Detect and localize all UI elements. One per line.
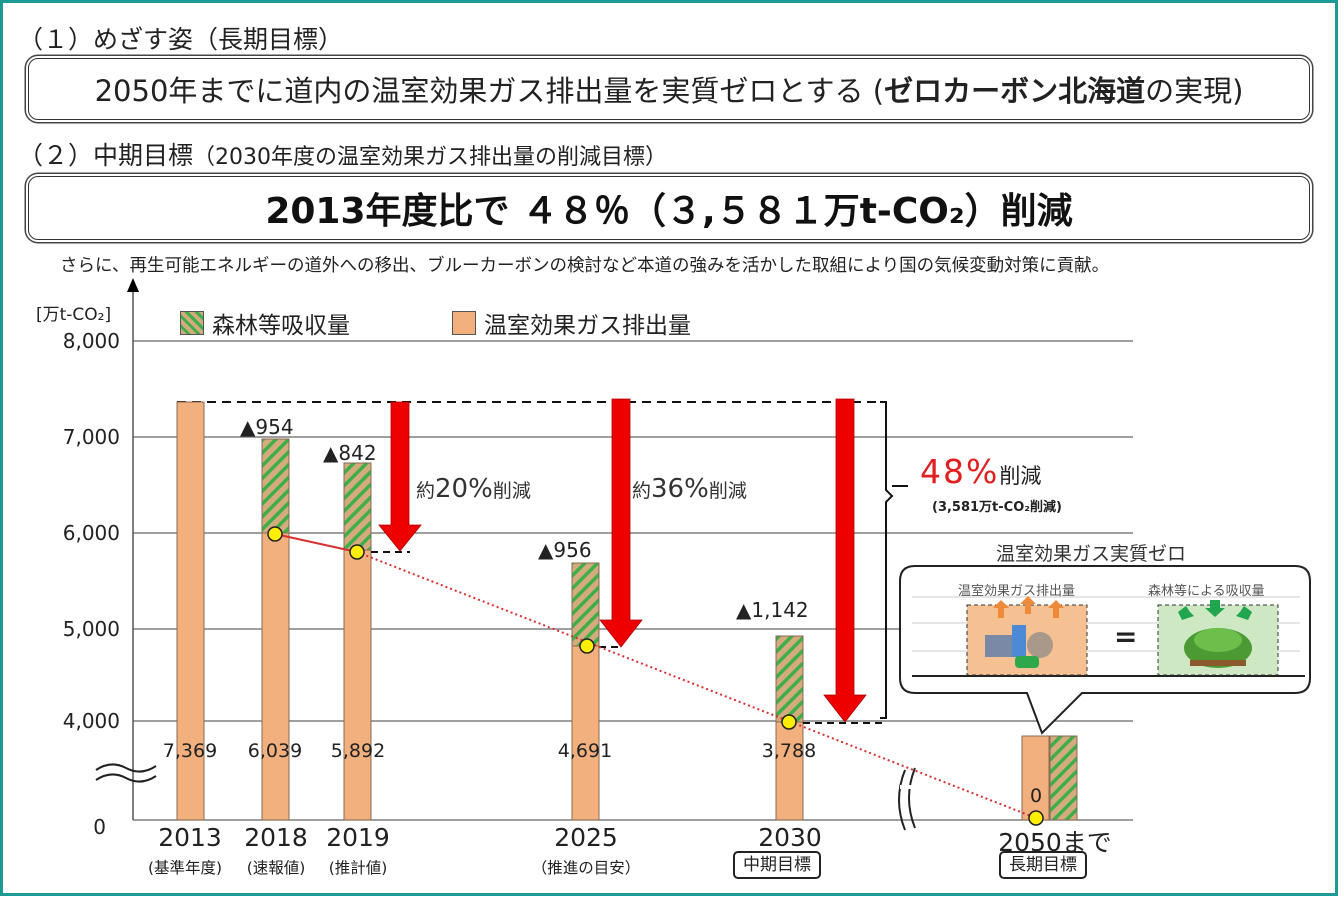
absorb-label-2018: ▲954 bbox=[240, 415, 294, 439]
bar-2013-ghg bbox=[176, 401, 205, 821]
value-2050: 0 bbox=[1029, 785, 1043, 807]
bar-2025-forest bbox=[571, 562, 600, 647]
bar-2019-forest bbox=[343, 462, 372, 551]
section2-heading-main: （２）中期目標 bbox=[18, 141, 194, 170]
y-tick-0: 0 bbox=[93, 815, 106, 839]
section2-heading: （２）中期目標（2030年度の温室効果ガス排出量の削減目標） bbox=[18, 136, 667, 172]
r20-post: 削減 bbox=[492, 480, 531, 502]
x-label-2019: 2019 bbox=[326, 823, 390, 852]
arrow-20pct-icon bbox=[378, 401, 422, 552]
x-label-2018: 2018 bbox=[244, 823, 308, 852]
arrow-48pct-icon bbox=[823, 398, 867, 723]
bar-2018-ghg bbox=[261, 532, 290, 821]
absorb-label-2030: ▲1,142 bbox=[736, 598, 809, 622]
r36-num: 36% bbox=[651, 474, 709, 504]
mid-term-target-box: 2013年度比で ４８％（３,５８１万t-CO₂）削減 bbox=[28, 176, 1310, 240]
inset-right-label: 森林等による吸収量 bbox=[1148, 584, 1265, 599]
x-sub-2050-tag: 長期目標 bbox=[999, 851, 1087, 879]
x-sub-2013: (基準年度) bbox=[147, 859, 223, 877]
bar-2025-ghg bbox=[571, 645, 600, 821]
net-points bbox=[267, 526, 1044, 826]
car-icon bbox=[1015, 656, 1039, 668]
contribution-note: さらに、再生可能エネルギーの道外への移出、ブルーカーボンの検討など本道の強みを活… bbox=[60, 256, 1110, 276]
legend-ghg-swatch bbox=[452, 311, 476, 335]
r36-pre: 約 bbox=[632, 480, 652, 502]
goal-text-bold: ゼロカーボン北海道 bbox=[884, 74, 1146, 108]
reduction-36pct: 約36%削減 bbox=[632, 474, 747, 504]
legend-ghg-label: 温室効果ガス排出量 bbox=[484, 313, 691, 339]
r48-post: 削減 bbox=[999, 464, 1042, 488]
r20-pre: 約 bbox=[416, 480, 436, 502]
x-sub-2019: (推計値) bbox=[328, 859, 388, 877]
bar-2030-ghg bbox=[775, 721, 804, 821]
x-sub-2030-tag: 中期目標 bbox=[733, 851, 821, 879]
value-2018: 6,039 bbox=[247, 740, 303, 762]
long-term-goal-box: 2050年までに道内の温室効果ガス排出量を実質ゼロとする (ゼロカーボン北海道の… bbox=[28, 58, 1310, 120]
y-tick-5000: 5,000 bbox=[62, 617, 120, 641]
reduction-48pct: 48%削減 bbox=[920, 452, 1041, 491]
x-label-2025: 2025 bbox=[554, 823, 618, 852]
x-sub-2018: (速報値) bbox=[246, 859, 306, 877]
y-axis-arrow-icon bbox=[127, 278, 139, 292]
trend-line-dotted bbox=[356, 551, 1037, 819]
legend-ghg: 温室効果ガス排出量 bbox=[452, 306, 691, 340]
value-2019: 5,892 bbox=[330, 740, 386, 762]
goal-text-pre: 2050年までに道内の温室効果ガス排出量を実質ゼロとする ( bbox=[94, 74, 885, 108]
legend-forest-swatch bbox=[180, 311, 204, 335]
arrow-36pct-icon bbox=[599, 398, 643, 648]
r20-num: 20% bbox=[435, 474, 493, 504]
y-tick-8000: 8,000 bbox=[62, 329, 120, 353]
y-tick-6000: 6,000 bbox=[62, 521, 120, 545]
inset-title: 温室効果ガス実質ゼロ bbox=[996, 543, 1187, 565]
value-2013: 7,369 bbox=[162, 740, 218, 762]
y-axis-unit: [万t-CO₂] bbox=[36, 305, 112, 325]
smoke-icon bbox=[1027, 632, 1053, 658]
section1-heading: （１）めざす姿（長期目標） bbox=[18, 25, 344, 54]
bar-2050-forest bbox=[1049, 735, 1078, 821]
axis-break-icon bbox=[95, 763, 916, 831]
absorb-label-2025: ▲956 bbox=[538, 538, 592, 562]
absorb-label-2019: ▲842 bbox=[323, 441, 377, 465]
value-2030: 3,788 bbox=[761, 740, 817, 762]
trend-line-solid bbox=[274, 533, 358, 553]
bar-2050-ghg bbox=[1021, 735, 1050, 821]
value-2025: 4,691 bbox=[557, 740, 613, 762]
reduction-20pct: 約20%削減 bbox=[416, 474, 531, 504]
y-tick-4000: 4,000 bbox=[62, 709, 120, 733]
goal-text-post: の実現) bbox=[1145, 74, 1244, 108]
mid-term-target-text: 2013年度比で ４８％（３,５８１万t-CO₂）削減 bbox=[265, 191, 1073, 232]
bar-2030-forest bbox=[775, 635, 804, 723]
y-tick-7000: 7,000 bbox=[62, 425, 120, 449]
inset-left-label: 温室効果ガス排出量 bbox=[958, 584, 1076, 599]
inset-equals: = bbox=[1114, 620, 1138, 653]
bar-2018-forest bbox=[261, 438, 290, 534]
inset-callout bbox=[899, 565, 1311, 735]
x-label-2030: 2030 bbox=[758, 823, 822, 852]
x-sub-2025: （推進の目安） bbox=[531, 859, 641, 877]
legend-forest: 森林等吸収量 bbox=[180, 306, 350, 340]
reduction-48pct-sub: (3,581万t-CO₂削減) bbox=[932, 500, 1062, 515]
bar-2019-ghg bbox=[343, 549, 372, 821]
legend-forest-label: 森林等吸収量 bbox=[212, 313, 350, 339]
r36-post: 削減 bbox=[708, 480, 747, 502]
section2-heading-sub: （2030年度の温室効果ガス排出量の削減目標） bbox=[193, 145, 668, 170]
bracket-48pct bbox=[880, 401, 894, 719]
r48-num: 48% bbox=[920, 452, 1000, 491]
x-label-2013: 2013 bbox=[158, 823, 222, 852]
